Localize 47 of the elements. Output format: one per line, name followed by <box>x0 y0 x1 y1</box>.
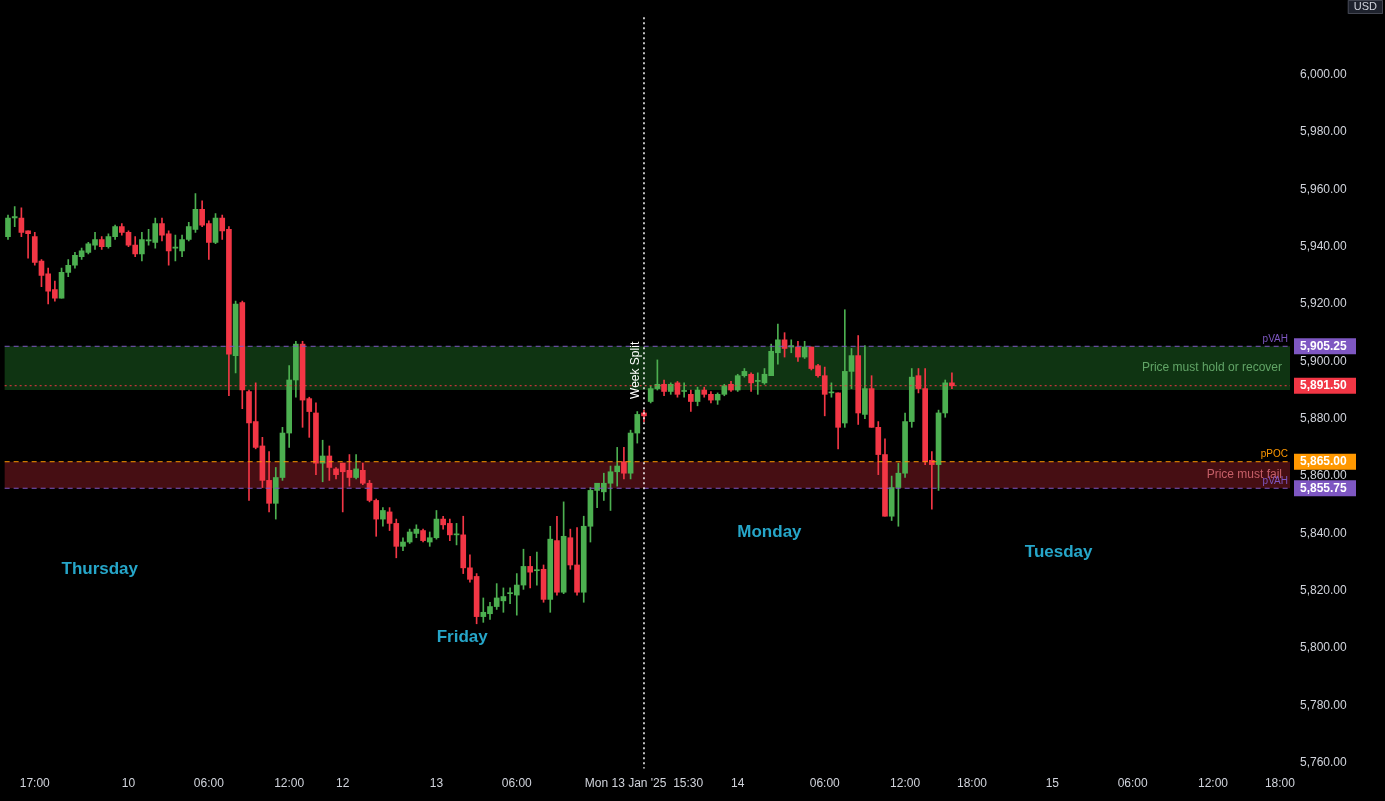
y-tick-label: 5,920.00 <box>1300 296 1348 311</box>
band-label: Price must hold or recover <box>1141 360 1282 375</box>
candlestick <box>11 206 18 227</box>
y-tick-label: 5,780.00 <box>1300 697 1348 712</box>
x-tick-label: 14 <box>731 776 745 791</box>
y-tick-label: 5,980.00 <box>1300 124 1348 139</box>
ref-line-label: pVAH <box>1262 475 1288 487</box>
x-tick-label: 12:00 <box>890 776 921 791</box>
x-tick-label: 13 <box>429 776 444 791</box>
y-tick-label: 5,900.00 <box>1300 353 1348 368</box>
annotation: Friday <box>436 626 489 646</box>
x-tick-label: 15 <box>1045 776 1060 791</box>
candlestick <box>534 551 540 586</box>
x-tick-label: 06:00 <box>193 776 225 791</box>
ref-line-label: pVAH <box>1262 333 1288 345</box>
y-tick-label: 5,800.00 <box>1300 640 1348 655</box>
x-tick-label: 12:00 <box>1198 776 1229 791</box>
x-tick-label: 12 <box>336 776 350 791</box>
y-tick-label: 6,000.00 <box>1300 66 1348 81</box>
y-tick-label: 5,940.00 <box>1300 238 1348 253</box>
x-tick-label: 12:00 <box>274 776 305 791</box>
text: USD <box>1353 0 1378 13</box>
y-tick-label: 5,855.75 <box>1300 480 1348 495</box>
annotation: Monday <box>737 521 803 541</box>
candlestick <box>681 382 687 398</box>
candlestick <box>527 556 533 589</box>
x-tick-label: 06:00 <box>501 776 533 791</box>
x-tick-label: 06:00 <box>809 776 841 791</box>
y-tick-label: 5,820.00 <box>1300 583 1348 598</box>
y-tick-label: 5,760.00 <box>1300 755 1348 770</box>
annotation: Tuesday <box>1024 541 1094 561</box>
x-tick-label: Mon 13 Jan '25 15:30 <box>584 776 704 791</box>
ref-line-label: pPOC <box>1260 448 1288 460</box>
y-tick-label: 5,905.25 <box>1300 338 1348 353</box>
y-tick-label: 5,860.00 <box>1300 468 1348 483</box>
y-tick-label: 5,840.00 <box>1300 525 1348 540</box>
annotation: Thursday <box>61 559 139 579</box>
x-tick-label: 18:00 <box>956 776 988 791</box>
x-tick-label: 06:00 <box>1117 776 1149 791</box>
x-tick-label: 17:00 <box>19 776 51 791</box>
y-tick-label: 5,865.00 <box>1300 454 1348 469</box>
y-tick-label: 5,880.00 <box>1300 411 1348 426</box>
y-tick-label: 5,960.00 <box>1300 181 1348 196</box>
ref-line-label: Week Split <box>628 341 643 399</box>
x-tick-label: 10 <box>121 776 136 791</box>
x-tick-label: 18:00 <box>1264 776 1296 791</box>
y-tick-label: 5,891.50 <box>1300 378 1348 393</box>
